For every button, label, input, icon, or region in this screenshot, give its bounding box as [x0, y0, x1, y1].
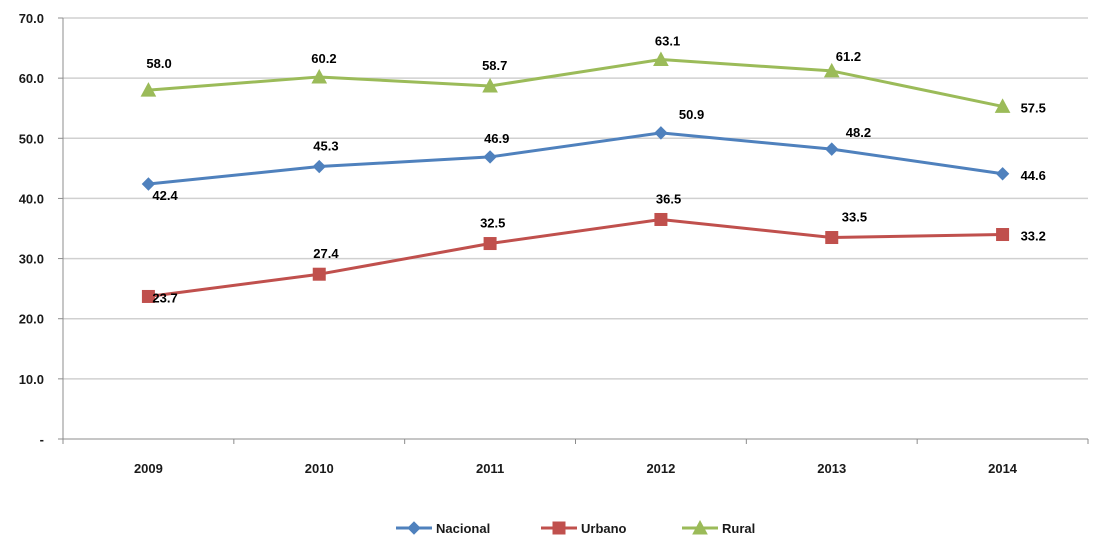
- data-labels: 42.4 45.3 46.9 50.9 48.2 44.6 23.7 27.4 32.5 36.5…: [146, 33, 1045, 305]
- data-point: [996, 228, 1010, 242]
- data-label: 23.7: [152, 290, 177, 305]
- data-label: 42.4: [152, 188, 178, 203]
- series-line: [148, 217, 1003, 298]
- legend-item-urbano: Urbano: [541, 521, 627, 536]
- data-point: [825, 231, 839, 245]
- series-rural: [140, 51, 1011, 113]
- data-label: 27.4: [313, 246, 339, 261]
- data-label: 32.5: [480, 216, 505, 231]
- data-point: [552, 521, 566, 535]
- legend-item-rural: Rural: [682, 519, 755, 536]
- gridlines: [63, 17, 1088, 380]
- data-label: 44.6: [1021, 168, 1046, 183]
- x-tick-label: 2012: [646, 461, 675, 476]
- axes: - 10.0 20.0 30.0 40.0 50.0 60.0 70.0 2009 2010 201…: [19, 11, 1089, 476]
- data-point: [654, 126, 668, 140]
- y-tick-label: 10.0: [19, 372, 44, 387]
- data-label: 45.3: [313, 139, 338, 154]
- data-point: [692, 519, 708, 535]
- data-point: [141, 177, 156, 191]
- series-lines: [140, 51, 1011, 303]
- legend: Nacional Urbano Rural: [396, 519, 755, 536]
- y-tick-label: 40.0: [19, 191, 44, 206]
- data-point: [312, 159, 326, 174]
- y-tick-label: 60.0: [19, 71, 44, 86]
- legend-item-nacional: Nacional: [396, 521, 490, 536]
- x-tick-label: 2010: [305, 461, 334, 476]
- data-point: [995, 167, 1010, 181]
- series-urbano: [141, 212, 1010, 303]
- x-tick-label: 2011: [476, 461, 504, 476]
- data-point: [994, 98, 1011, 113]
- y-tick-label: 30.0: [19, 252, 44, 267]
- y-tick-label: 50.0: [19, 131, 44, 146]
- data-point: [654, 212, 668, 226]
- data-point: [825, 142, 839, 156]
- legend-label: Rural: [722, 521, 755, 536]
- data-label: 36.5: [656, 191, 681, 206]
- series-nacional: [141, 126, 1010, 191]
- data-point: [823, 62, 840, 78]
- legend-label: Urbano: [581, 521, 627, 536]
- y-tick-label: 20.0: [19, 312, 44, 327]
- data-label: 61.2: [836, 49, 861, 64]
- data-label: 50.9: [679, 107, 704, 122]
- y-tick-label: -: [40, 432, 44, 447]
- legend-label: Nacional: [436, 521, 490, 536]
- data-point: [312, 267, 326, 281]
- data-point: [653, 51, 669, 66]
- data-label: 33.5: [842, 210, 867, 225]
- series-line: [148, 57, 1003, 108]
- series-line: [148, 131, 1003, 186]
- x-tick-label: 2009: [134, 461, 163, 476]
- y-tick-label: 70.0: [19, 11, 44, 26]
- data-point: [407, 521, 421, 535]
- data-label: 57.5: [1021, 100, 1046, 115]
- data-label: 60.2: [311, 51, 336, 66]
- data-point: [140, 82, 157, 97]
- data-point: [483, 150, 497, 164]
- data-point: [482, 77, 498, 93]
- data-label: 48.2: [846, 125, 871, 140]
- data-point: [141, 289, 155, 303]
- data-label: 58.7: [482, 58, 507, 73]
- data-label: 33.2: [1021, 229, 1046, 244]
- x-tick-label: 2014: [988, 461, 1018, 476]
- x-tick-label: 2013: [817, 461, 846, 476]
- data-point: [311, 68, 328, 84]
- data-label: 58.0: [146, 56, 171, 71]
- data-point: [483, 237, 497, 251]
- data-label: 63.1: [655, 33, 680, 48]
- data-label: 46.9: [484, 131, 509, 146]
